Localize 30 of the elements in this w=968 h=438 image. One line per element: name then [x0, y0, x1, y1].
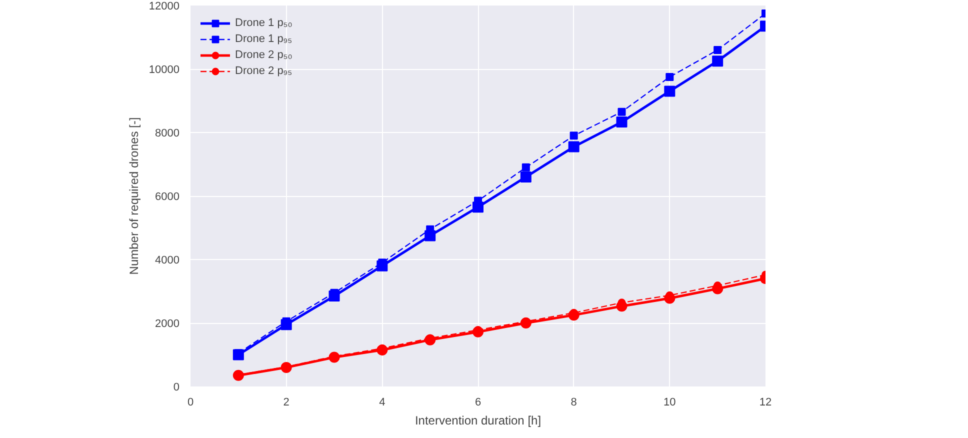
x-tick-label: 0 — [187, 396, 194, 408]
y-tick-label: 2000 — [155, 318, 180, 330]
point — [616, 116, 628, 128]
point — [568, 141, 580, 152]
x-tick-label: 8 — [570, 396, 577, 408]
y-tick-label: 6000 — [155, 191, 180, 203]
point — [520, 171, 532, 182]
point — [664, 86, 676, 97]
legend-label: Drone 1 p₉₅ — [235, 32, 292, 47]
legend-label: Drone 2 p₉₅ — [235, 64, 292, 79]
y-axis-title: Number of required drones [-] — [126, 117, 141, 275]
x-axis-title: Intervention duration [h] — [414, 414, 542, 428]
legend-label: Drone 2 p₅₀ — [235, 48, 292, 63]
x-tick-label: 2 — [283, 396, 290, 408]
y-tick-label: 0 — [173, 382, 180, 394]
x-tick-label: 6 — [474, 396, 482, 408]
point — [618, 108, 626, 116]
y-tick-label: 8000 — [155, 128, 180, 140]
point — [714, 46, 722, 54]
point — [666, 72, 674, 81]
x-tick-label: 10 — [664, 396, 676, 408]
x-tick-label: 4 — [379, 396, 386, 408]
point — [570, 132, 578, 140]
y-tick-label: 4000 — [155, 254, 180, 266]
point — [522, 163, 530, 172]
x-tick-label: 12 — [759, 396, 772, 408]
y-tick-label: 12000 — [148, 0, 180, 12]
y-tick-label: 10000 — [148, 64, 180, 76]
legend-label: Drone 1 p₅₀ — [235, 16, 292, 31]
point — [712, 56, 724, 67]
